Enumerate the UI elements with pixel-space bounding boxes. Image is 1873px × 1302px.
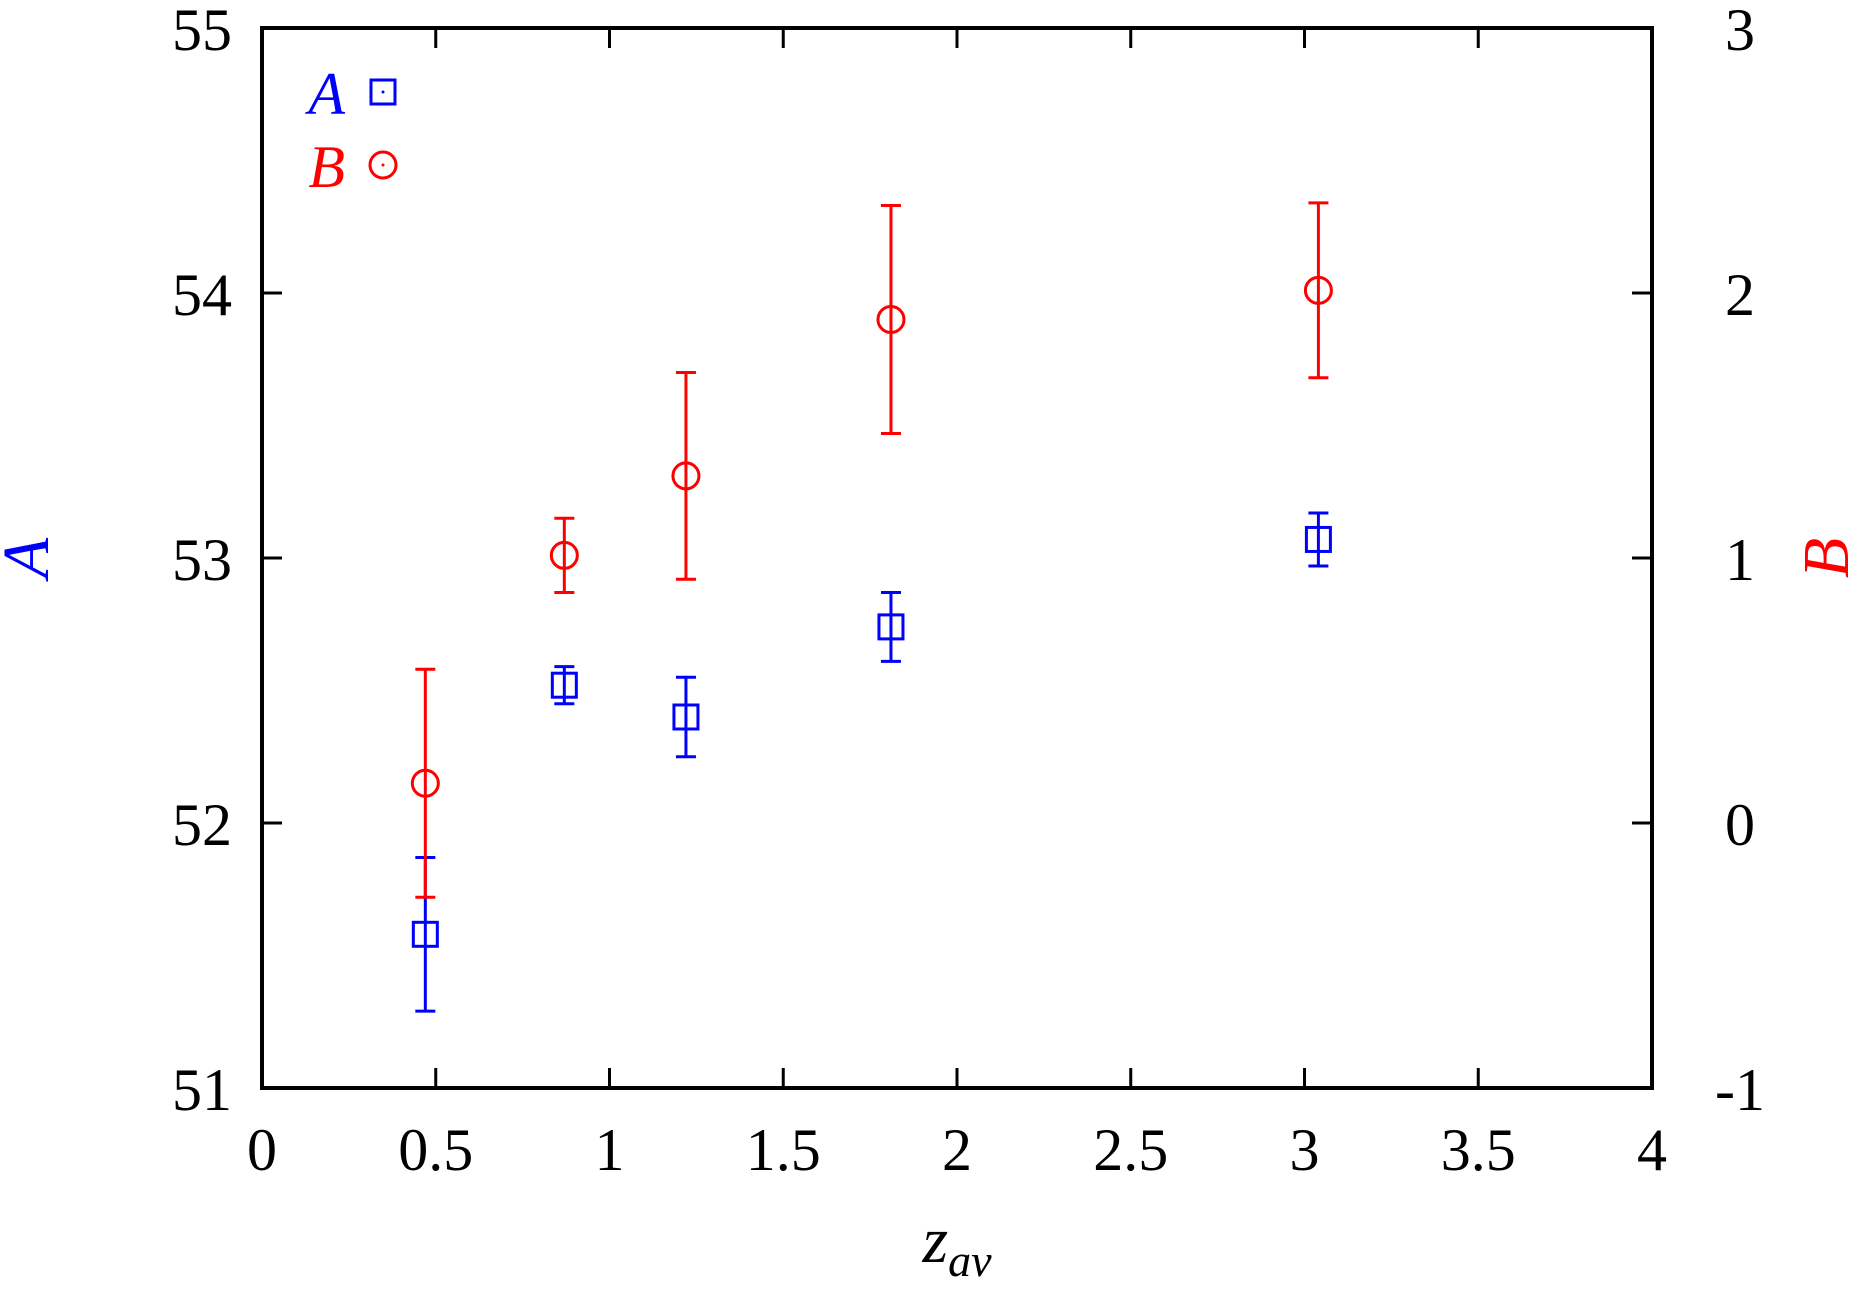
series-A <box>411 511 1332 1013</box>
data-point-square <box>672 703 700 731</box>
series-B <box>410 201 1333 899</box>
left-y-tick-label: 55 <box>172 0 232 63</box>
legend-marker-square <box>369 78 397 106</box>
data-point-square <box>550 671 578 699</box>
left-y-tick-label: 53 <box>172 527 232 593</box>
x-tick-label: 0 <box>247 1117 277 1183</box>
data-point-circle <box>1303 275 1333 305</box>
x-tick-label: 1 <box>595 1117 625 1183</box>
data-point-square <box>411 920 439 948</box>
x-tick-label: 0.5 <box>398 1117 473 1183</box>
plot-frame <box>260 26 1654 1090</box>
x-tick-label: 4 <box>1637 1117 1667 1183</box>
x-tick-label: 3.5 <box>1441 1117 1516 1183</box>
x-axis-title: zav <box>921 1204 992 1286</box>
left-y-tick-label: 51 <box>172 1057 232 1123</box>
data-point-square <box>877 613 905 641</box>
data-point-circle <box>410 768 440 798</box>
left-y-tick-label: 54 <box>172 262 232 328</box>
data-point-square <box>1304 525 1332 553</box>
legend-label-A: A <box>304 61 345 127</box>
right-y-tick-label: 2 <box>1725 262 1755 328</box>
left-y-tick-label: 52 <box>172 792 232 858</box>
legend-marker-dot <box>381 90 385 94</box>
marks-layer <box>410 201 1333 1013</box>
right-y-tick-label: 1 <box>1725 527 1755 593</box>
data-point-circle <box>671 461 701 491</box>
legend-marker-circle <box>368 150 398 180</box>
ticks-layer: 0 0.5 1 1.5 2 2.5 3 3.5 4 51 52 53 54 55 -1 0 1 2 3 <box>172 0 1765 1183</box>
x-axis-title-subscript: av <box>948 1235 992 1286</box>
right-y-axis-title: B <box>1790 538 1863 578</box>
x-tick-label: 1.5 <box>746 1117 821 1183</box>
right-y-tick-label: -1 <box>1715 1057 1765 1123</box>
left-y-axis-title: A <box>0 537 63 582</box>
data-point-circle <box>549 540 579 570</box>
legend-marker-dot <box>381 163 385 167</box>
right-y-tick-label: 3 <box>1725 0 1755 63</box>
legend: AB <box>304 61 398 200</box>
data-point-circle <box>876 305 906 334</box>
x-tick-label: 3 <box>1290 1117 1320 1183</box>
x-axis-title-main: z <box>921 1204 948 1277</box>
legend-label-B: B <box>308 134 345 200</box>
x-tick-label: 2.5 <box>1093 1117 1168 1183</box>
x-tick-label: 2 <box>942 1117 972 1183</box>
right-y-tick-label: 0 <box>1725 792 1755 858</box>
